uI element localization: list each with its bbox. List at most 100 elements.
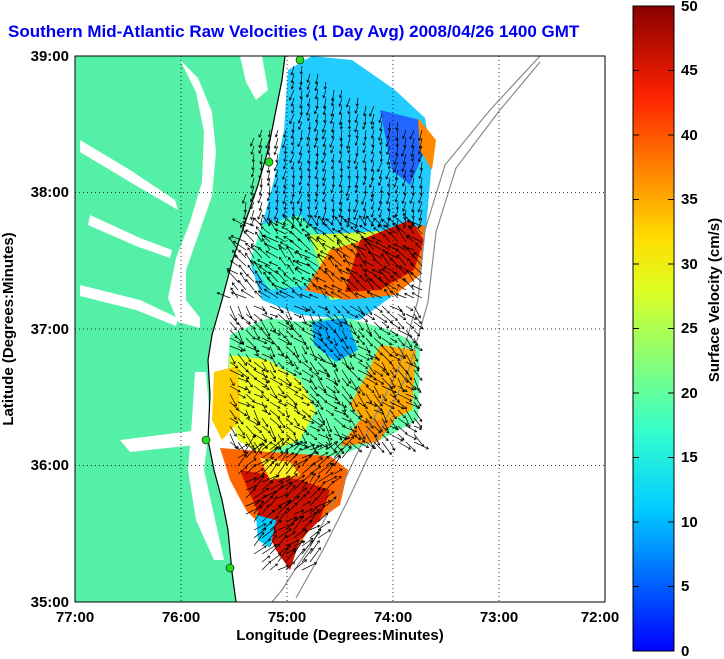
- velocity-vector: [301, 361, 313, 371]
- velocity-vector: [250, 185, 255, 196]
- velocity-vector: [229, 321, 237, 331]
- velocity-vector: [381, 401, 395, 410]
- velocity-vector: [281, 137, 287, 149]
- velocity-vector: [277, 501, 291, 515]
- velocity-vector: [307, 193, 311, 203]
- velocity-vector: [290, 193, 295, 205]
- velocity-vector: [253, 377, 268, 387]
- velocity-vector: [331, 153, 335, 163]
- velocity-vector: [354, 292, 367, 299]
- velocity-vector: [253, 401, 268, 408]
- velocity-vector: [405, 329, 416, 344]
- velocity-vector: [404, 292, 415, 299]
- velocity-vector: [373, 425, 382, 434]
- velocity-vector: [257, 209, 263, 220]
- velocity-vector: [229, 393, 237, 407]
- velocity-vector: [277, 345, 284, 356]
- velocity-vector: [373, 258, 383, 267]
- radar-site-marker: [295, 56, 305, 65]
- velocity-vector: [344, 235, 359, 243]
- y-tick-label: 35:00: [31, 594, 69, 611]
- velocity-vector: [322, 137, 327, 148]
- velocity-vector: [331, 129, 335, 139]
- velocity-vector: [301, 481, 308, 491]
- velocity-vector: [253, 260, 263, 275]
- pamlico-sound: [188, 372, 224, 560]
- velocity-vector: [261, 361, 269, 373]
- velocity-vector: [365, 441, 377, 449]
- velocity-vector: [301, 321, 313, 328]
- velocity-vector: [274, 228, 287, 235]
- velocity-vector: [251, 153, 255, 163]
- velocity-vector: [341, 417, 352, 423]
- velocity-vector: [317, 353, 326, 363]
- velocity-vector: [317, 385, 327, 394]
- velocity-vector: [304, 250, 319, 259]
- velocity-vector: [370, 129, 375, 139]
- velocity-vector: [393, 161, 399, 173]
- velocity-vector: [261, 555, 271, 563]
- velocity-vector: [309, 369, 323, 381]
- velocity-vector: [253, 531, 265, 547]
- velocity-vector: [349, 337, 360, 344]
- velocity-vector: [389, 257, 399, 267]
- velocity-vector: [413, 441, 429, 450]
- velocity-vector: [301, 508, 313, 515]
- velocity-vector: [281, 226, 295, 235]
- velocity-vector: [349, 329, 360, 339]
- velocity-vector: [309, 417, 323, 427]
- velocity-vector: [285, 473, 298, 483]
- velocity-vector: [328, 257, 335, 267]
- velocity-vector: [397, 409, 406, 419]
- velocity-vector: [332, 246, 343, 259]
- velocity-vector: [357, 305, 365, 317]
- velocity-vector: [353, 209, 359, 221]
- velocity-vector: [357, 441, 370, 448]
- velocity-vector: [325, 417, 333, 433]
- velocity-vector: [253, 385, 265, 394]
- velocity-vector: [366, 278, 375, 291]
- velocity-vector: [293, 474, 306, 483]
- velocity-vector: [389, 345, 398, 357]
- velocity-vector: [419, 161, 424, 171]
- velocity-vector: [370, 153, 375, 163]
- velocity-vector: [317, 433, 333, 441]
- velocity-vector: [338, 113, 343, 126]
- colorbar-tick-label: 10: [681, 514, 698, 531]
- velocity-vector: [266, 169, 271, 182]
- velocity-vector: [237, 337, 244, 345]
- velocity-vector: [269, 401, 281, 409]
- velocity-vector: [261, 417, 269, 428]
- velocity-vector: [317, 487, 326, 499]
- velocity-vector: [257, 247, 271, 259]
- velocity-vector: [232, 240, 247, 251]
- velocity-vector: [397, 353, 406, 359]
- velocity-vector: [336, 241, 343, 251]
- velocity-vector: [373, 417, 383, 433]
- velocity-vector: [357, 385, 365, 396]
- velocity-vector: [317, 401, 324, 411]
- velocity-vector: [314, 129, 319, 142]
- velocity-vector: [291, 290, 303, 299]
- x-tick-label: 76:00: [162, 609, 200, 626]
- velocity-vector: [389, 321, 401, 330]
- velocity-vector: [406, 269, 415, 283]
- velocity-vector: [329, 137, 335, 148]
- velocity-vector: [229, 353, 236, 365]
- velocity-vector: [292, 260, 303, 267]
- plot-frame: [74, 55, 606, 603]
- velocity-vector: [317, 417, 326, 426]
- velocity-vector: [376, 161, 383, 173]
- velocity-vector: [277, 244, 287, 251]
- velocity-vector: [245, 361, 257, 371]
- velocity-vector: [250, 245, 263, 259]
- velocity-vector: [363, 260, 375, 267]
- velocity-vector: [231, 218, 247, 227]
- velocity-vector: [397, 441, 411, 450]
- velocity-vector: [245, 329, 256, 340]
- velocity-vector: [362, 209, 367, 220]
- velocity-vector: [367, 251, 383, 259]
- velocity-vector: [373, 353, 380, 362]
- velocity-vector: [397, 393, 413, 402]
- velocity-vector: [229, 441, 240, 449]
